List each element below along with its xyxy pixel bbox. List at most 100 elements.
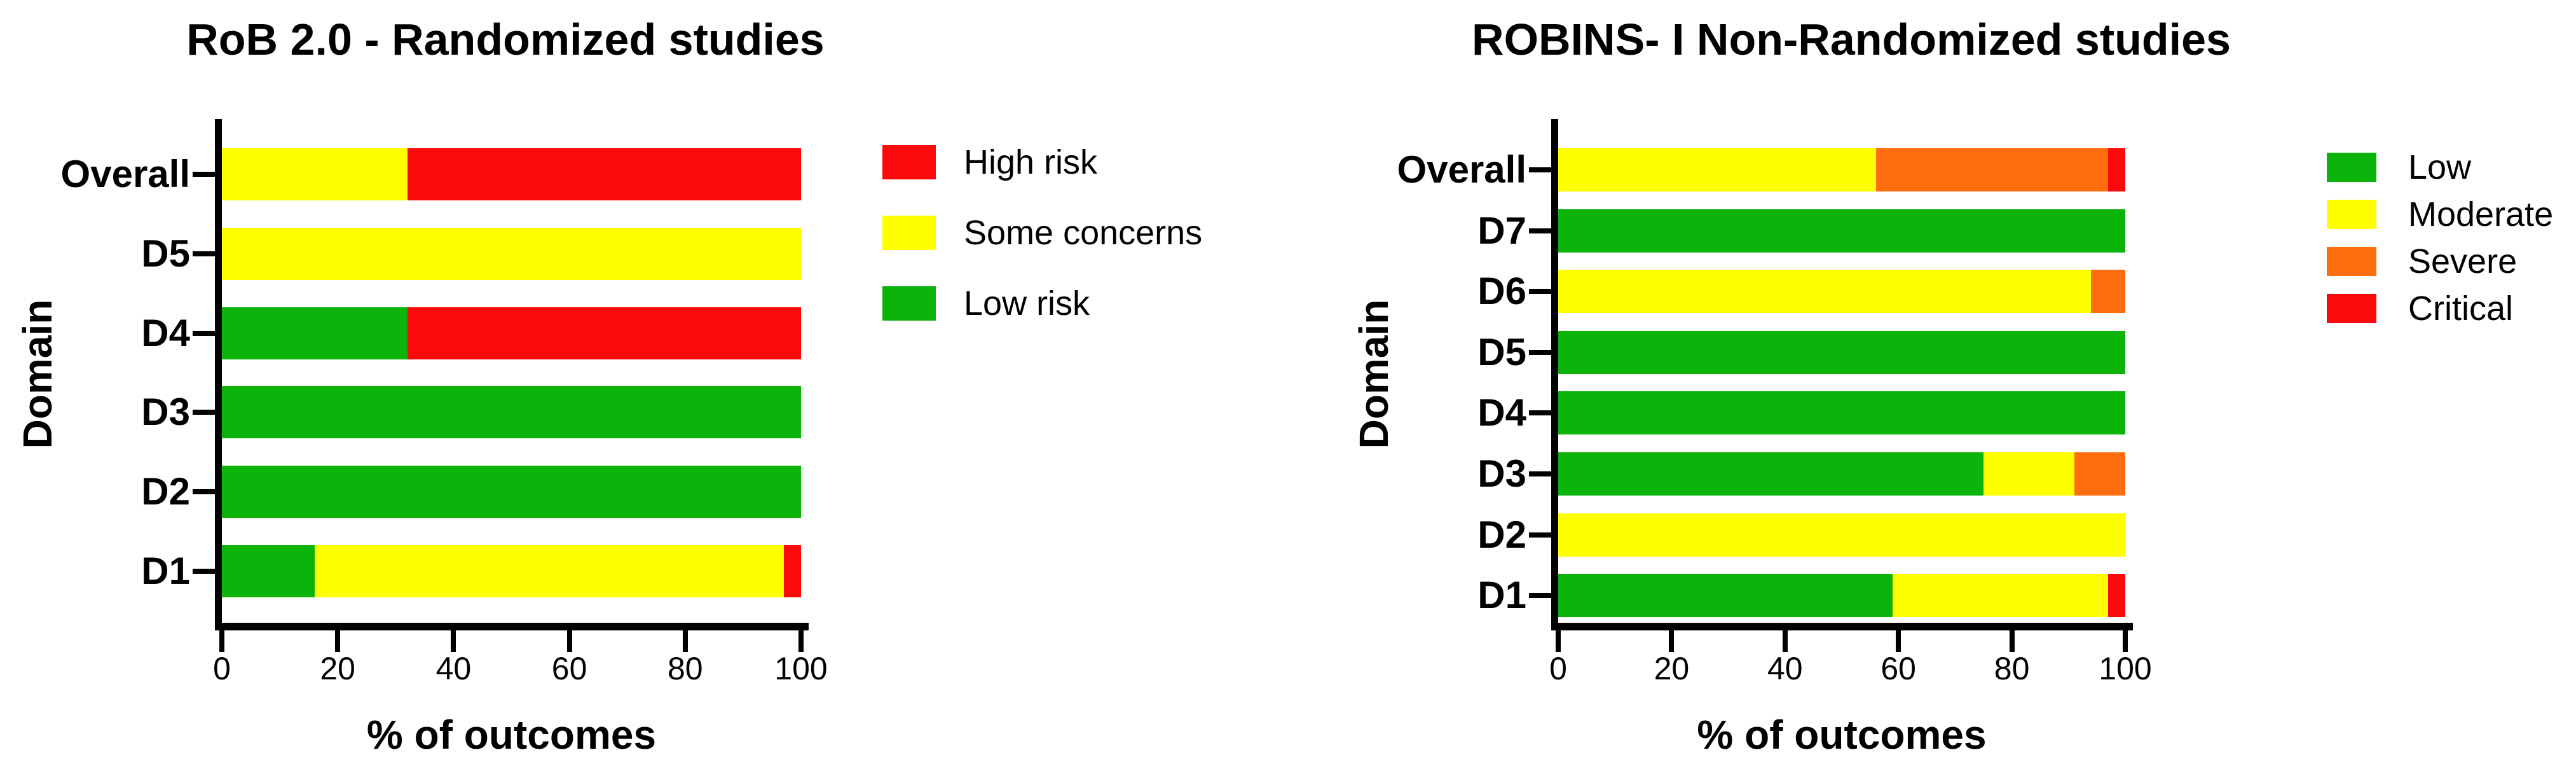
- bar-segment-low: [1558, 452, 1983, 496]
- bar-overall: [1558, 148, 2125, 191]
- x-tick-label: 100: [774, 651, 828, 686]
- legend-swatch-moderate: [2327, 200, 2376, 229]
- y-tick-mark: [193, 489, 217, 495]
- x-tick-label: 40: [435, 651, 472, 686]
- category-label: D4: [141, 311, 190, 354]
- category-label: D1: [1477, 574, 1526, 617]
- bar-segment-low-risk: [222, 386, 801, 439]
- bar-d5: [222, 227, 801, 280]
- category-label: D3: [141, 391, 190, 434]
- bar-segment-low: [1558, 330, 2125, 374]
- x-axis-title: % of outcomes: [366, 712, 657, 758]
- legend-label: Low risk: [964, 284, 1090, 323]
- legend-swatch-high-risk: [882, 145, 936, 179]
- bar-segment-high-risk: [783, 545, 801, 597]
- bar-d4: [222, 307, 801, 359]
- x-tick-label: 40: [1767, 651, 1803, 686]
- legend-swatch-some-concerns: [882, 216, 936, 250]
- bar-d7: [1558, 209, 2125, 253]
- x-tick-label: 60: [1881, 651, 1916, 686]
- y-tick-mark: [193, 410, 217, 415]
- x-tick-label: 100: [2099, 651, 2152, 686]
- x-tick-mark: [1896, 630, 1901, 652]
- bar-d3: [1558, 452, 2125, 496]
- legend-label: Severe: [2408, 242, 2518, 281]
- bar-segment-low-risk: [222, 307, 408, 359]
- x-tick-mark: [798, 630, 804, 652]
- category-label: D2: [141, 470, 190, 513]
- x-tick-mark: [2123, 630, 2128, 652]
- x-tick-label: 80: [667, 651, 703, 686]
- x-tick-mark: [2009, 630, 2015, 652]
- legend-label: Low: [2408, 148, 2472, 186]
- y-tick-mark: [1529, 349, 1553, 355]
- bar-segment-severe: [1875, 148, 2109, 191]
- x-tick-mark: [566, 630, 572, 652]
- bar-d2: [1558, 513, 2125, 557]
- x-tick-mark: [335, 630, 341, 652]
- bar-d1: [222, 545, 801, 597]
- legend-label: Moderate: [2408, 195, 2554, 233]
- y-axis-line: [1551, 119, 1558, 630]
- category-label: D4: [1477, 391, 1526, 434]
- category-label: D6: [1477, 270, 1526, 313]
- legend-swatch-severe: [2327, 247, 2376, 276]
- legend-swatch-critical: [2327, 294, 2376, 323]
- y-tick-mark: [193, 569, 217, 574]
- legend-swatch-low: [2327, 153, 2376, 182]
- bar-d3: [222, 386, 801, 439]
- category-label: Overall: [60, 153, 190, 195]
- legend-label: High risk: [964, 143, 1098, 181]
- chart-title: RoB 2.0 - Randomized studies: [186, 15, 825, 64]
- bar-segment-moderate: [1893, 574, 2109, 618]
- bar-segment-severe: [2074, 452, 2125, 496]
- x-tick-label: 0: [1549, 651, 1567, 686]
- bar-segment-moderate: [1983, 452, 2074, 496]
- bar-segment-high-risk: [407, 307, 801, 359]
- bar-segment-low: [1558, 391, 2125, 435]
- x-tick-mark: [1556, 630, 1561, 652]
- x-tick-mark: [219, 630, 224, 652]
- y-tick-mark: [1529, 593, 1553, 599]
- bar-segment-severe: [2091, 270, 2125, 314]
- bar-segment-low: [1558, 209, 2125, 253]
- bar-segment-critical: [2108, 574, 2125, 618]
- bar-d6: [1558, 270, 2125, 314]
- y-tick-mark: [193, 172, 217, 177]
- bar-d4: [1558, 391, 2125, 435]
- x-tick-mark: [451, 630, 456, 652]
- chart-title: ROBINS- I Non-Randomized studies: [1472, 15, 2231, 64]
- legend-swatch-low-risk: [882, 286, 936, 321]
- x-tick-label: 20: [1654, 651, 1690, 686]
- category-label: D3: [1477, 452, 1526, 495]
- x-tick-mark: [682, 630, 688, 652]
- x-tick-mark: [1669, 630, 1675, 652]
- bar-segment-low-risk: [222, 545, 315, 597]
- bar-segment-some-concerns: [314, 545, 784, 597]
- category-label: D2: [1477, 513, 1526, 556]
- bar-segment-some-concerns: [222, 227, 801, 280]
- bar-segment-moderate: [1558, 270, 2092, 314]
- bar-segment-moderate: [1558, 148, 1876, 191]
- y-tick-mark: [1529, 471, 1553, 476]
- x-tick-label: 60: [551, 651, 587, 686]
- category-label: D1: [141, 550, 190, 592]
- category-label: D7: [1477, 209, 1526, 252]
- x-tick-label: 0: [213, 651, 231, 686]
- y-tick-mark: [1529, 167, 1553, 172]
- x-axis-line: [1551, 623, 2133, 630]
- x-tick-mark: [1782, 630, 1788, 652]
- x-axis-title: % of outcomes: [1697, 712, 1987, 758]
- legend-label: Some concerns: [964, 214, 1203, 252]
- bar-overall: [222, 148, 801, 200]
- bar-d2: [222, 466, 801, 518]
- x-tick-label: 80: [1994, 651, 2030, 686]
- y-tick-mark: [1529, 289, 1553, 295]
- y-tick-mark: [1529, 532, 1553, 538]
- bar-segment-low-risk: [222, 466, 801, 518]
- category-label: Overall: [1397, 148, 1526, 191]
- category-label: D5: [1477, 330, 1526, 373]
- bar-segment-some-concerns: [222, 148, 408, 200]
- bar-segment-critical: [2108, 148, 2125, 191]
